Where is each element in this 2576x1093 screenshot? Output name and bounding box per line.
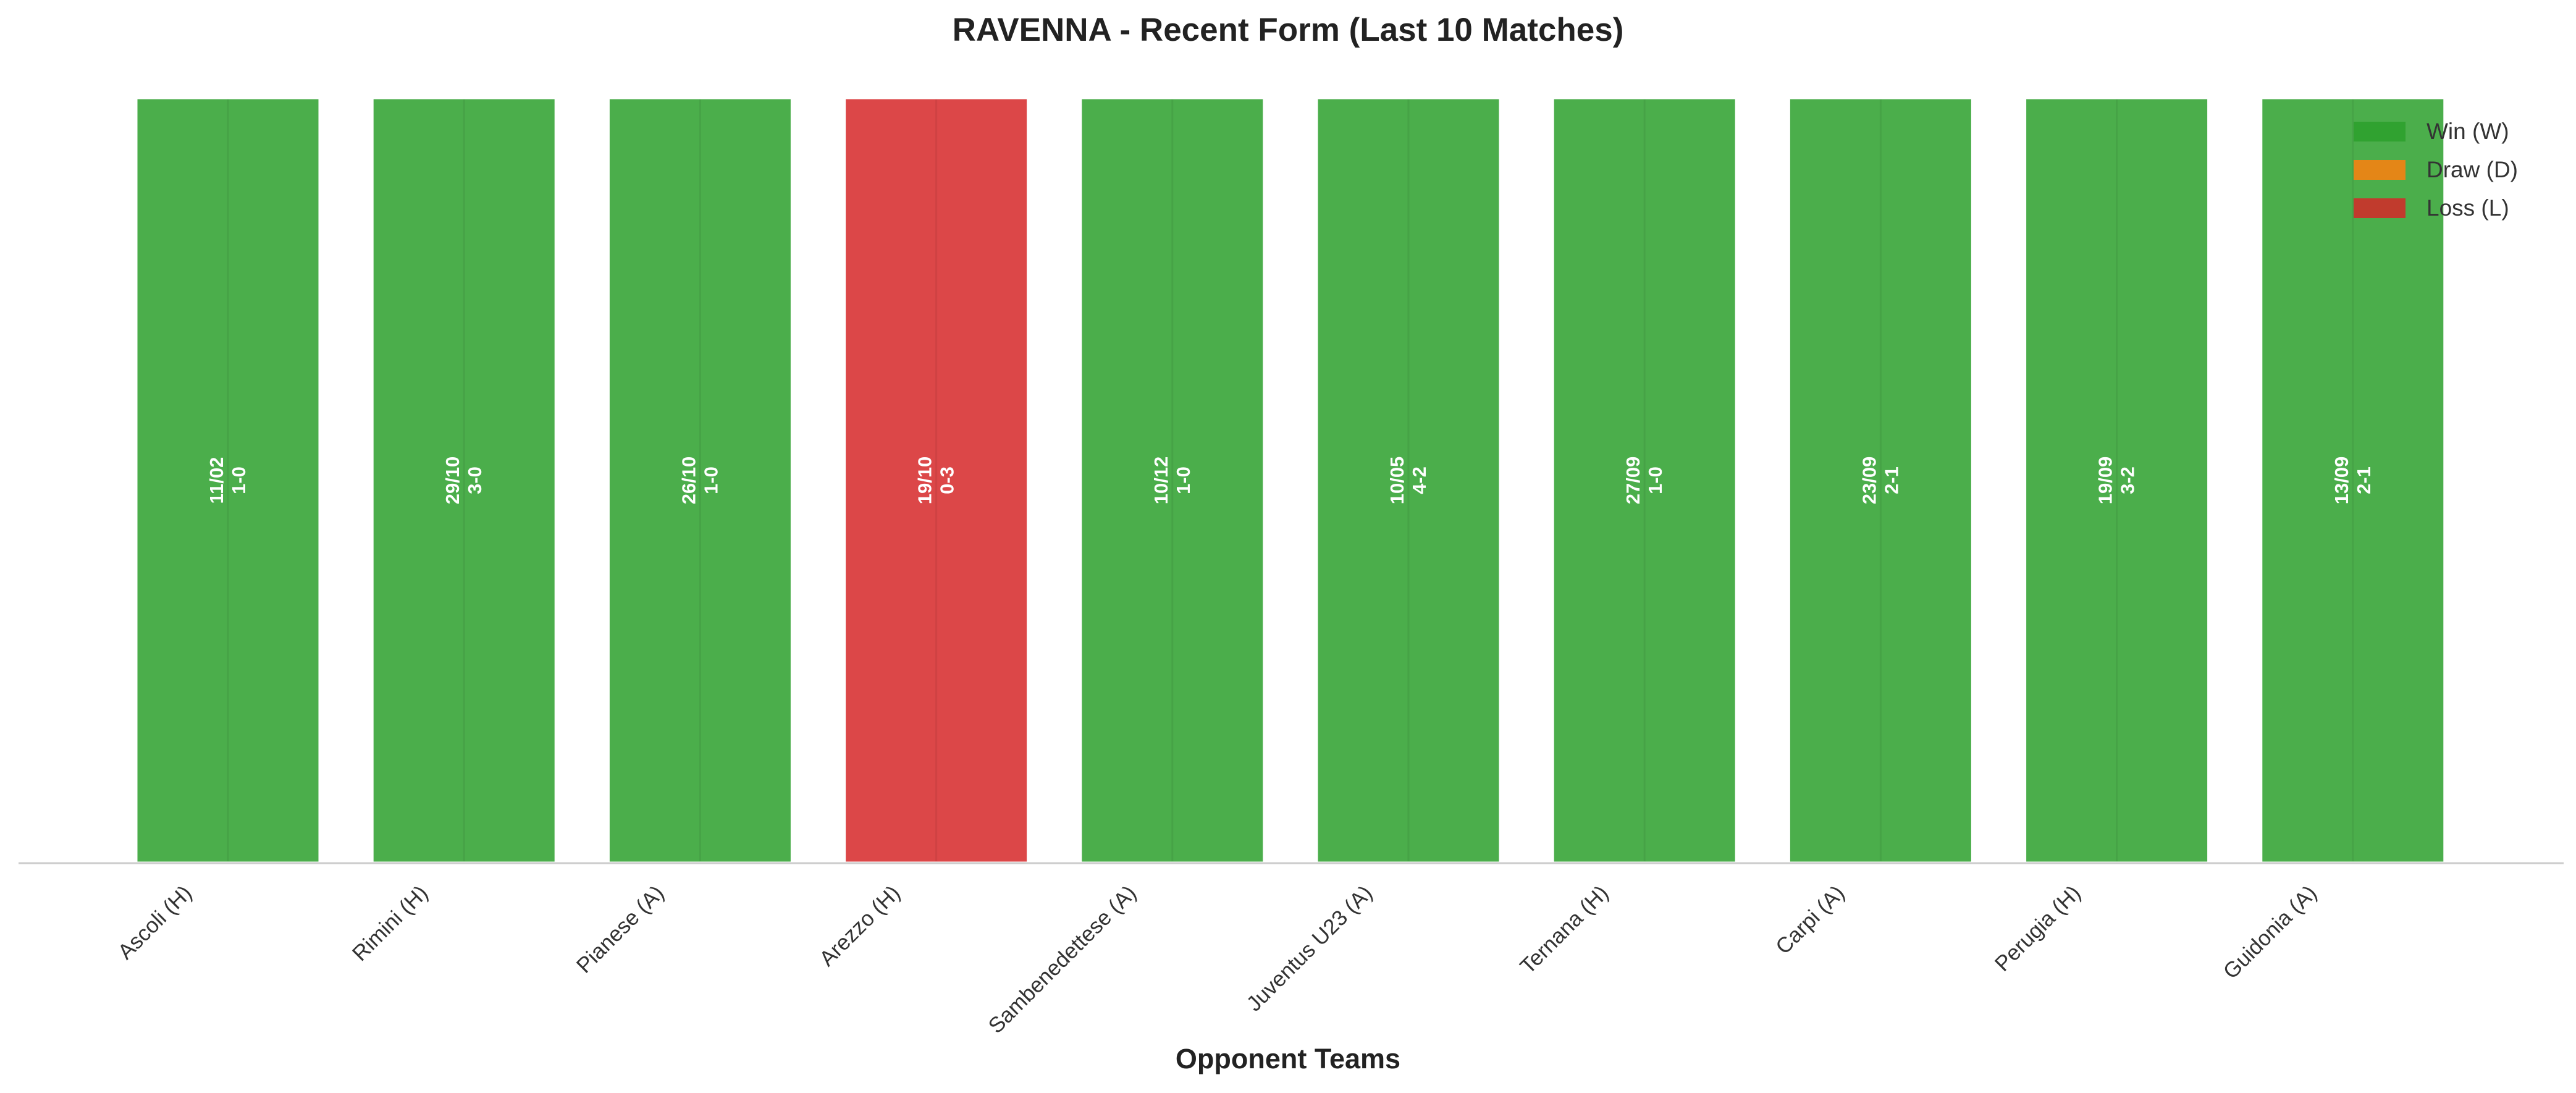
bar-7 — [1551, 96, 1738, 865]
bar-label-3: 26/101-0 — [678, 457, 722, 505]
x-tick-label-10: Guidonia (A) — [2218, 881, 2321, 984]
x-axis-label: Opponent Teams — [1175, 1043, 1401, 1074]
legend-swatch-loss — [2354, 198, 2406, 218]
bar-label-5: 10/121-0 — [1150, 457, 1194, 505]
bar-3 — [606, 96, 794, 865]
bar-label-date: 27/09 — [1622, 457, 1644, 505]
x-tick-label-7: Ternana (H) — [1515, 881, 1613, 979]
bar-label-date: 11/02 — [206, 457, 227, 504]
legend: Win (W) Draw (D) Loss (L) — [2354, 112, 2518, 227]
bar-label-date: 19/09 — [2095, 457, 2116, 505]
x-tick-label-1: Ascoli (H) — [113, 881, 196, 964]
x-tick-label-9: Perugia (H) — [1990, 881, 2086, 976]
x-tick-label-3: Pianese (A) — [572, 881, 669, 978]
bar-label-1: 11/021-0 — [206, 457, 250, 504]
bar-label-date: 19/10 — [914, 457, 936, 505]
bar-label-date: 10/05 — [1386, 457, 1408, 505]
x-tick-label-2: Rimini (H) — [348, 881, 433, 966]
bar-label-score: 1-0 — [1644, 466, 1666, 494]
legend-item-loss: Loss (L) — [2354, 189, 2518, 227]
bar-label-8: 23/092-1 — [1858, 457, 1902, 505]
legend-label-draw: Draw (D) — [2427, 157, 2518, 182]
bar-label-score: 3-2 — [2117, 466, 2139, 494]
bar-label-score: 4-2 — [1408, 466, 1430, 494]
bar-label-score: 2-1 — [1880, 466, 1902, 494]
legend-swatch-win — [2354, 122, 2406, 141]
bar-1 — [134, 96, 322, 865]
bar-label-score: 3-0 — [464, 466, 486, 494]
bar-label-7: 27/091-0 — [1622, 457, 1666, 505]
bar-label-6: 10/054-2 — [1386, 457, 1430, 505]
legend-item-draw: Draw (D) — [2354, 151, 2518, 189]
bar-label-date: 29/10 — [442, 457, 463, 505]
bar-label-2: 29/103-0 — [442, 457, 486, 505]
bar-label-9: 19/093-2 — [2095, 457, 2139, 505]
x-tick-label-6: Juventus U23 (A) — [1242, 881, 1377, 1016]
bar-9 — [2023, 96, 2211, 865]
bar-label-date: 13/09 — [2331, 457, 2352, 505]
bar-10 — [2259, 96, 2447, 865]
bar-label-date: 26/10 — [678, 457, 699, 505]
bar-label-score: 1-0 — [1172, 466, 1194, 494]
x-tick-label-5: Sambenedettese (A) — [983, 881, 1141, 1039]
bar-label-4: 19/100-3 — [914, 457, 958, 505]
bar-label-date: 10/12 — [1150, 457, 1172, 505]
bar-4 — [843, 96, 1030, 865]
bar-5 — [1079, 96, 1266, 865]
legend-label-loss: Loss (L) — [2427, 195, 2509, 221]
bar-6 — [1315, 96, 1502, 865]
bar-8 — [1787, 96, 1974, 865]
bar-label-date: 23/09 — [1858, 457, 1880, 505]
x-tick-label-4: Arezzo (H) — [815, 881, 905, 971]
bar-label-10: 13/092-1 — [2331, 457, 2375, 505]
legend-swatch-draw — [2354, 160, 2406, 180]
bar-label-score: 2-1 — [2353, 466, 2375, 494]
bar-label-score: 1-0 — [700, 466, 722, 494]
legend-label-win: Win (W) — [2427, 119, 2509, 144]
bar-label-score: 1-0 — [228, 466, 250, 494]
chart-title: RAVENNA - Recent Form (Last 10 Matches) — [952, 12, 1624, 48]
bar-label-score: 0-3 — [937, 466, 958, 494]
legend-item-win: Win (W) — [2354, 112, 2518, 151]
x-tick-label-8: Carpi (A) — [1771, 881, 1850, 960]
